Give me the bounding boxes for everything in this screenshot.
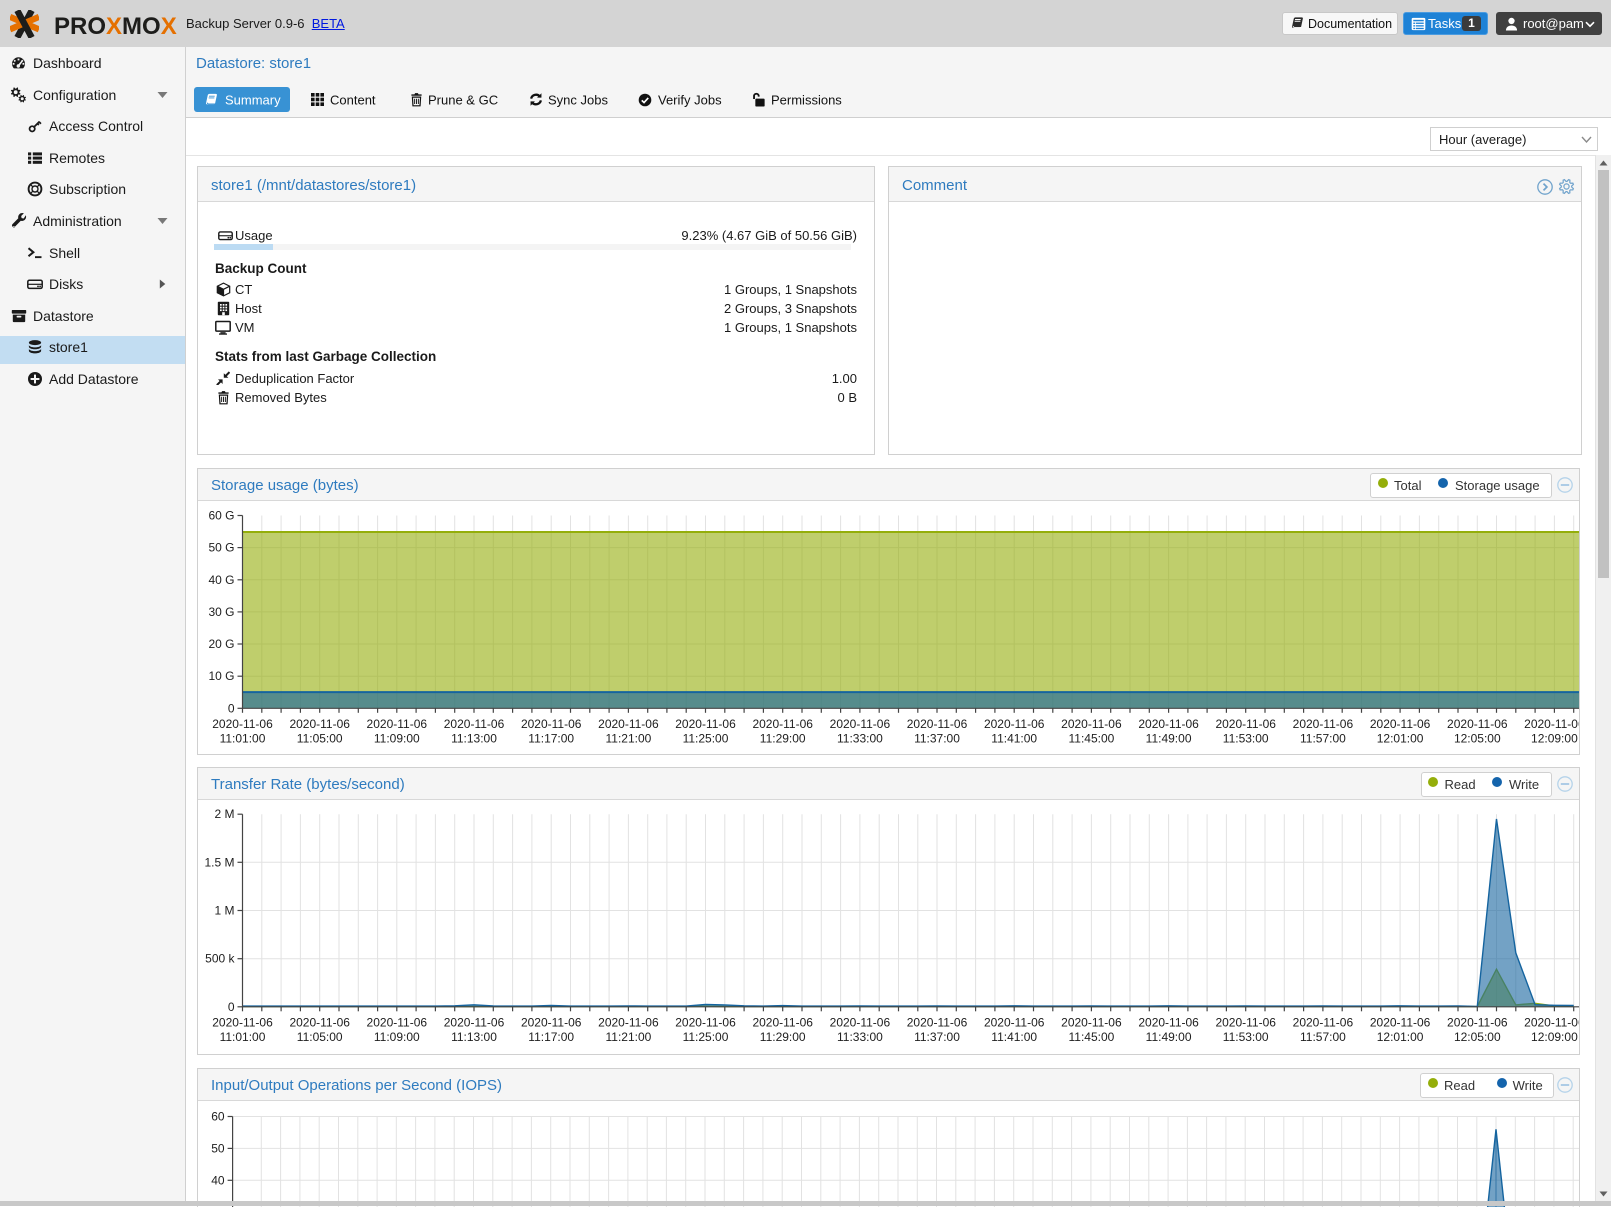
svg-text:2020-11-06: 2020-11-06 [1370, 717, 1431, 731]
svg-text:11:53:00: 11:53:00 [1223, 732, 1269, 746]
svg-text:2020-11-06: 2020-11-06 [289, 717, 350, 731]
svg-text:2020-11-06: 2020-11-06 [1370, 1015, 1431, 1029]
svg-text:11:57:00: 11:57:00 [1300, 732, 1346, 746]
svg-text:2020-11-06: 2020-11-06 [289, 1015, 350, 1029]
svg-text:11:25:00: 11:25:00 [683, 1030, 729, 1044]
svg-text:11:01:00: 11:01:00 [220, 1030, 266, 1044]
svg-text:2020-11-06: 2020-11-06 [907, 717, 968, 731]
svg-text:1 M: 1 M [214, 904, 234, 918]
svg-text:11:49:00: 11:49:00 [1146, 732, 1192, 746]
svg-text:2020-11-06: 2020-11-06 [907, 1015, 968, 1029]
svg-text:11:29:00: 11:29:00 [760, 732, 806, 746]
svg-text:2020-11-06: 2020-11-06 [1524, 1015, 1579, 1029]
svg-text:2020-11-06: 2020-11-06 [521, 717, 582, 731]
svg-text:12:09:00: 12:09:00 [1531, 732, 1578, 746]
svg-text:11:41:00: 11:41:00 [991, 1030, 1037, 1044]
svg-text:2020-11-06: 2020-11-06 [1447, 1015, 1508, 1029]
svg-text:2020-11-06: 2020-11-06 [1138, 1015, 1199, 1029]
svg-text:2020-11-06: 2020-11-06 [212, 1015, 273, 1029]
svg-text:11:45:00: 11:45:00 [1068, 732, 1114, 746]
svg-text:2020-11-06: 2020-11-06 [1061, 717, 1122, 731]
svg-text:2020-11-06: 2020-11-06 [367, 717, 428, 731]
svg-text:2020-11-06: 2020-11-06 [1215, 717, 1276, 731]
svg-text:2020-11-06: 2020-11-06 [1524, 717, 1579, 731]
svg-text:2020-11-06: 2020-11-06 [1138, 717, 1199, 731]
svg-text:500 k: 500 k [205, 952, 235, 966]
svg-text:12:01:00: 12:01:00 [1377, 1030, 1424, 1044]
svg-text:11:57:00: 11:57:00 [1300, 1030, 1346, 1044]
svg-text:11:29:00: 11:29:00 [760, 1030, 806, 1044]
svg-text:11:33:00: 11:33:00 [837, 1030, 883, 1044]
svg-text:60: 60 [211, 1110, 225, 1124]
svg-text:20 G: 20 G [208, 637, 234, 651]
svg-text:2020-11-06: 2020-11-06 [752, 717, 813, 731]
svg-text:11:09:00: 11:09:00 [374, 732, 420, 746]
svg-text:12:05:00: 12:05:00 [1454, 732, 1501, 746]
svg-text:11:05:00: 11:05:00 [297, 732, 343, 746]
svg-text:10 G: 10 G [208, 669, 234, 683]
svg-text:11:53:00: 11:53:00 [1223, 1030, 1269, 1044]
svg-text:11:45:00: 11:45:00 [1068, 1030, 1114, 1044]
svg-text:11:33:00: 11:33:00 [837, 732, 883, 746]
svg-text:2 M: 2 M [214, 807, 234, 821]
svg-text:0: 0 [228, 1000, 235, 1014]
svg-text:12:05:00: 12:05:00 [1454, 1030, 1501, 1044]
svg-text:11:21:00: 11:21:00 [605, 1030, 651, 1044]
svg-text:11:17:00: 11:17:00 [528, 1030, 574, 1044]
svg-text:2020-11-06: 2020-11-06 [984, 1015, 1045, 1029]
svg-text:2020-11-06: 2020-11-06 [521, 1015, 582, 1029]
svg-text:2020-11-06: 2020-11-06 [830, 717, 891, 731]
svg-text:2020-11-06: 2020-11-06 [444, 1015, 505, 1029]
svg-text:2020-11-06: 2020-11-06 [752, 1015, 813, 1029]
svg-text:2020-11-06: 2020-11-06 [598, 1015, 659, 1029]
svg-text:2020-11-06: 2020-11-06 [1061, 1015, 1122, 1029]
svg-text:2020-11-06: 2020-11-06 [367, 1015, 428, 1029]
svg-text:11:09:00: 11:09:00 [374, 1030, 420, 1044]
svg-text:2020-11-06: 2020-11-06 [1447, 717, 1508, 731]
svg-text:12:09:00: 12:09:00 [1531, 1030, 1578, 1044]
svg-text:2020-11-06: 2020-11-06 [444, 717, 505, 731]
svg-text:11:21:00: 11:21:00 [605, 732, 651, 746]
svg-text:2020-11-06: 2020-11-06 [1293, 1015, 1354, 1029]
svg-text:2020-11-06: 2020-11-06 [212, 717, 273, 731]
svg-text:11:13:00: 11:13:00 [451, 732, 497, 746]
svg-text:11:25:00: 11:25:00 [683, 732, 729, 746]
svg-text:0: 0 [228, 701, 235, 715]
svg-text:2020-11-06: 2020-11-06 [1215, 1015, 1276, 1029]
svg-text:11:41:00: 11:41:00 [991, 732, 1037, 746]
svg-text:60 G: 60 G [208, 509, 234, 523]
svg-text:50: 50 [211, 1141, 225, 1155]
svg-text:11:37:00: 11:37:00 [914, 732, 960, 746]
svg-text:1.5 M: 1.5 M [204, 855, 234, 869]
svg-text:11:05:00: 11:05:00 [297, 1030, 343, 1044]
svg-text:12:01:00: 12:01:00 [1377, 732, 1424, 746]
svg-text:2020-11-06: 2020-11-06 [675, 1015, 736, 1029]
svg-text:30 G: 30 G [208, 605, 234, 619]
svg-text:2020-11-06: 2020-11-06 [1293, 717, 1354, 731]
svg-text:11:49:00: 11:49:00 [1146, 1030, 1192, 1044]
svg-text:11:01:00: 11:01:00 [220, 732, 266, 746]
svg-text:40: 40 [211, 1173, 225, 1187]
svg-text:11:37:00: 11:37:00 [914, 1030, 960, 1044]
svg-text:40 G: 40 G [208, 573, 234, 587]
svg-text:2020-11-06: 2020-11-06 [598, 717, 659, 731]
svg-text:2020-11-06: 2020-11-06 [984, 717, 1045, 731]
svg-text:2020-11-06: 2020-11-06 [830, 1015, 891, 1029]
svg-text:50 G: 50 G [208, 541, 234, 555]
svg-text:11:17:00: 11:17:00 [528, 732, 574, 746]
svg-text:2020-11-06: 2020-11-06 [675, 717, 736, 731]
svg-text:11:13:00: 11:13:00 [451, 1030, 497, 1044]
